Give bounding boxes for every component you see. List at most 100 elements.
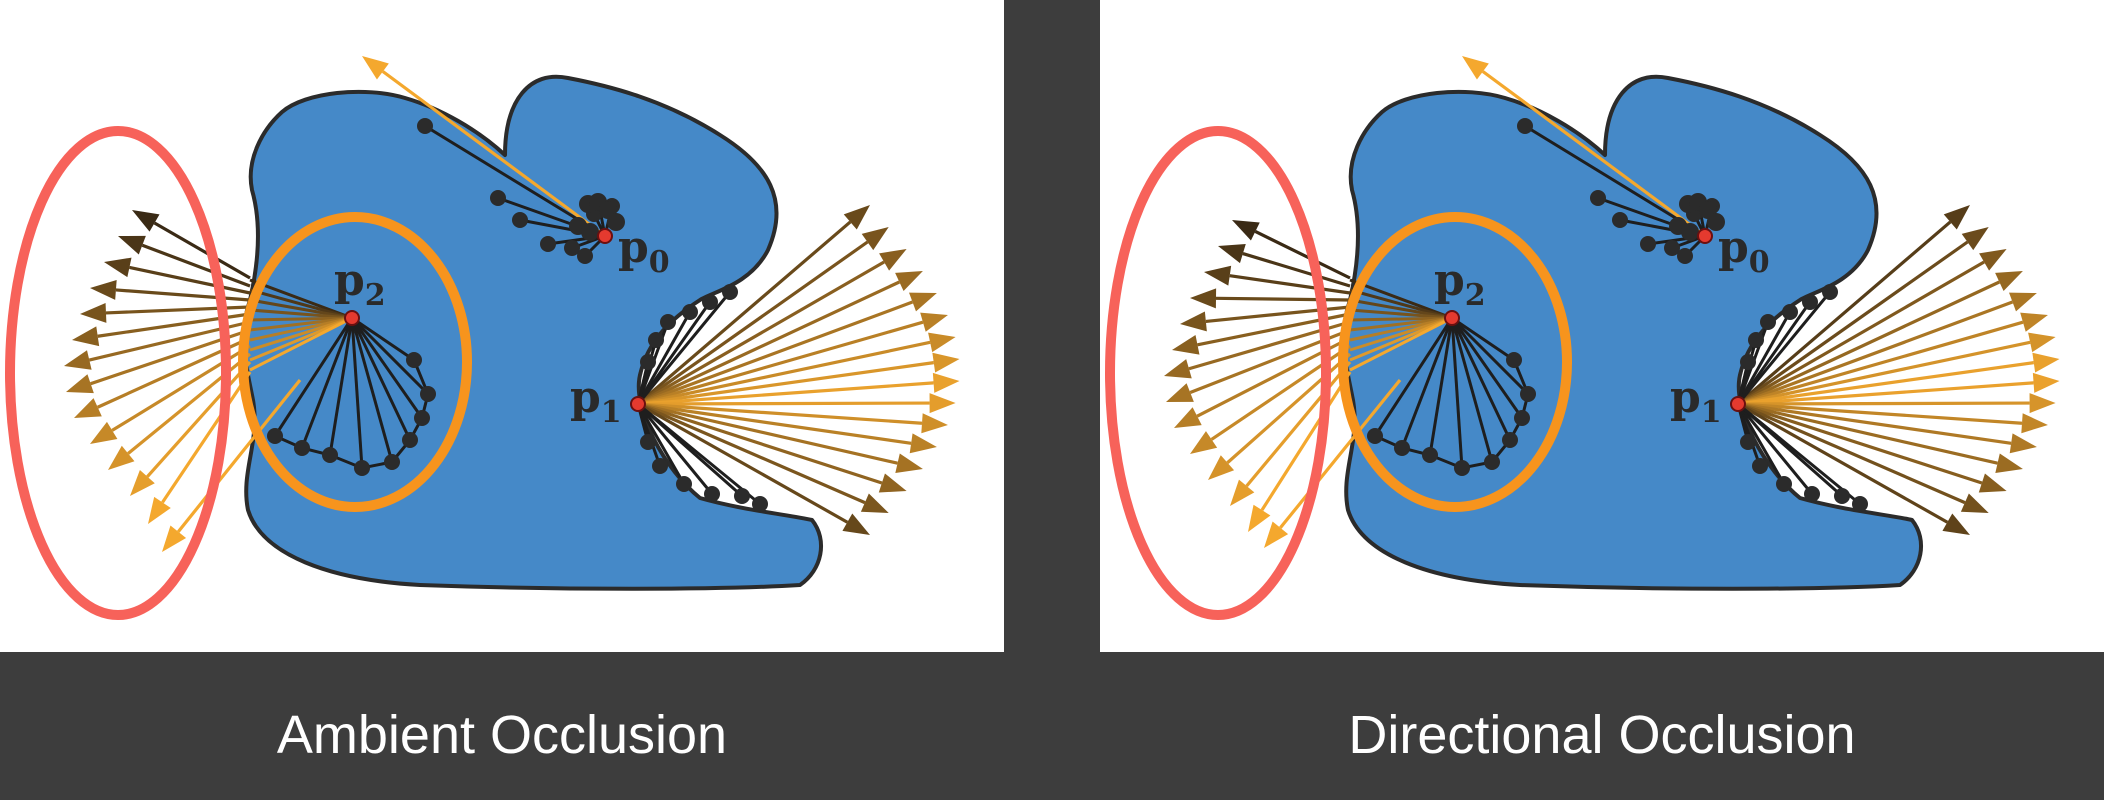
occluded-ray bbox=[1450, 317, 1524, 419]
escaping-ray-head bbox=[1961, 227, 1989, 251]
hit-point bbox=[581, 223, 599, 241]
escaping-ray bbox=[1737, 292, 2037, 406]
escaping-ray-shaft bbox=[637, 381, 934, 406]
escaping-ray-head bbox=[1264, 521, 1289, 548]
directional-occlusion-panel: p0 p1 p2 bbox=[1100, 0, 2104, 652]
p2-label-subscript: 2 bbox=[1465, 278, 1486, 313]
escaping-ray bbox=[637, 402, 889, 513]
escaping-ray bbox=[637, 227, 889, 406]
escaping-ray bbox=[637, 312, 948, 406]
escaping-ray bbox=[637, 292, 937, 406]
escaping-ray-head bbox=[66, 374, 94, 394]
p0-label: p0 bbox=[1718, 222, 1770, 280]
escaping-ray-head bbox=[1248, 504, 1271, 532]
hit-point bbox=[402, 432, 418, 448]
escaping-ray-p0 bbox=[362, 56, 606, 238]
sample-point-p2 bbox=[1444, 310, 1460, 326]
escaping-ray-shaft bbox=[1279, 378, 1402, 529]
escaping-ray-shaft bbox=[637, 402, 912, 445]
hit-point bbox=[660, 314, 676, 330]
escaping-ray-head bbox=[842, 513, 870, 535]
occluded-ray bbox=[1450, 316, 1530, 396]
escaping-ray-head bbox=[1166, 383, 1194, 402]
escaping-ray-shaft bbox=[637, 401, 930, 406]
escaping-rays-highlight-ellipse bbox=[1105, 126, 1331, 620]
escaping-ray bbox=[104, 257, 251, 295]
escaping-ray-head bbox=[72, 326, 100, 347]
hit-point bbox=[734, 488, 750, 504]
p2-label-subscript: 2 bbox=[365, 278, 386, 313]
hit-point bbox=[1681, 223, 1699, 241]
escaping-ray-shaft bbox=[1736, 220, 1952, 406]
escaping-ray bbox=[637, 402, 907, 493]
escaping-ray-shaft bbox=[161, 371, 252, 504]
escaping-ray-shaft bbox=[1737, 402, 2023, 425]
ray-origin-line bbox=[1349, 288, 1453, 320]
ray-origin-line bbox=[1349, 298, 1453, 320]
occluded-ray bbox=[350, 316, 430, 396]
escaping-ray bbox=[1248, 371, 1352, 532]
ray-origin-line bbox=[1349, 278, 1453, 320]
escaping-ray bbox=[90, 279, 251, 302]
ray-origin-line bbox=[1349, 316, 1453, 332]
hit-point bbox=[676, 476, 692, 492]
ray-origin-line bbox=[249, 298, 353, 320]
escaping-ray-head bbox=[2020, 312, 2048, 332]
escaping-rays-right bbox=[1736, 205, 2060, 535]
escaping-ray-shaft bbox=[1737, 402, 1983, 485]
hit-point bbox=[1677, 248, 1693, 264]
escaping-ray-head bbox=[1943, 205, 1970, 230]
ray-origin-line bbox=[249, 278, 353, 320]
escaping-ray-head bbox=[1978, 473, 2007, 493]
sample-points bbox=[344, 228, 646, 412]
p1-label-subscript: 1 bbox=[601, 395, 622, 430]
escaping-ray bbox=[1736, 205, 1970, 406]
escaping-ray-shaft bbox=[141, 243, 251, 288]
hit-point bbox=[577, 248, 593, 264]
occluded-ray bbox=[1736, 311, 1792, 405]
sample-point-p2 bbox=[344, 310, 360, 326]
occluded-ray bbox=[1428, 317, 1454, 456]
surface-shape bbox=[1341, 74, 1924, 591]
ray-origin-line bbox=[249, 288, 353, 320]
occluded-ray bbox=[1737, 402, 1861, 506]
hit-point bbox=[1520, 386, 1536, 402]
hit-point bbox=[1612, 212, 1628, 228]
escaping-ray bbox=[1737, 372, 2060, 406]
ray-origin-fan-p2 bbox=[1349, 278, 1453, 372]
escaping-ray-shaft bbox=[153, 221, 251, 280]
occluded-ray bbox=[637, 402, 761, 506]
escaping-ray-head bbox=[909, 433, 937, 454]
escaping-ray-shaft bbox=[1737, 361, 2034, 406]
hit-point bbox=[1664, 240, 1680, 256]
escaping-ray-head bbox=[1190, 288, 1217, 309]
escaping-ray-head bbox=[2021, 413, 2048, 434]
escaping-ray-head bbox=[932, 352, 960, 373]
p1-label-letter: p bbox=[570, 372, 601, 423]
escaping-ray-head bbox=[90, 279, 117, 300]
hit-point bbox=[1590, 190, 1606, 206]
escaping-ray-shaft bbox=[115, 288, 251, 302]
escaping-ray-head bbox=[1174, 407, 1202, 428]
escaping-ray bbox=[637, 271, 923, 406]
escaping-ray-head bbox=[148, 496, 171, 524]
escaping-ray bbox=[1737, 249, 2007, 406]
escaping-ray-shaft bbox=[1737, 381, 2034, 406]
escaping-ray-shaft bbox=[1260, 371, 1352, 511]
occluded-ray bbox=[1451, 316, 1515, 362]
escaping-ray-head bbox=[1204, 265, 1232, 286]
escaping-ray-head bbox=[1208, 455, 1235, 480]
escaping-ray-head bbox=[2028, 332, 2056, 353]
escaping-ray-head bbox=[2029, 393, 2056, 414]
ray-origin-line bbox=[249, 316, 353, 372]
hit-point bbox=[702, 294, 718, 310]
escaping-ray-head bbox=[861, 227, 889, 251]
hit-point bbox=[540, 236, 556, 252]
occluded-ray bbox=[636, 311, 692, 405]
escaping-ray bbox=[118, 235, 251, 288]
ray-origin-fan-p2 bbox=[249, 278, 353, 372]
escaping-ray-shaft bbox=[1229, 274, 1351, 295]
escaping-ray-head bbox=[1960, 493, 1989, 513]
ambient-occlusion-panel: p0 p1 p2 bbox=[0, 0, 1004, 652]
p1-label-subscript: 1 bbox=[1701, 395, 1722, 430]
